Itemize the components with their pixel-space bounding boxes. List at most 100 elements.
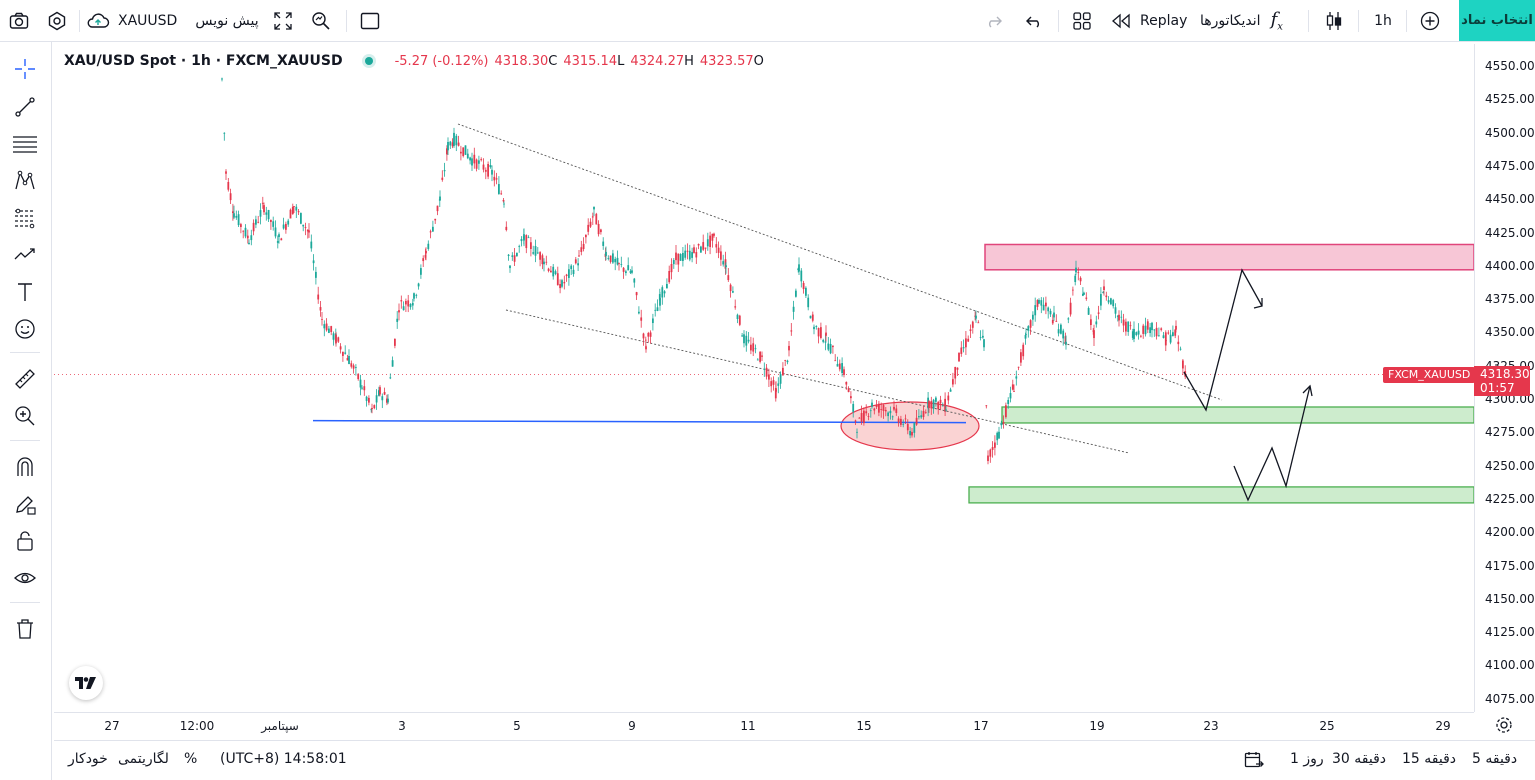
timezone-button[interactable]: (UTC+8) 14:58:01 <box>220 751 347 767</box>
candle-body <box>381 396 384 401</box>
candle-body <box>887 412 889 417</box>
candle-body <box>1009 393 1012 399</box>
candle-body <box>732 291 734 293</box>
zoom-in-icon[interactable] <box>10 401 40 431</box>
candle-body <box>688 250 691 260</box>
time-tick-label: 23 <box>1203 719 1219 733</box>
date-range-icon[interactable] <box>1244 751 1264 773</box>
candle-body <box>413 293 415 299</box>
candle-body <box>1164 332 1167 346</box>
camera-icon[interactable] <box>6 6 32 36</box>
candle-body <box>387 398 389 403</box>
text-icon[interactable] <box>10 277 40 307</box>
pattern-icon[interactable] <box>10 166 40 196</box>
interval-button[interactable]: 1h <box>1366 6 1400 36</box>
time-tick-label: 29 <box>1435 719 1451 733</box>
emoji-icon[interactable] <box>10 314 40 344</box>
candle-body <box>965 338 967 348</box>
lock-icon[interactable] <box>10 526 40 556</box>
candle-body <box>811 314 814 321</box>
candle-body <box>935 397 937 402</box>
function-icon: fx <box>1270 9 1283 33</box>
candle-body <box>346 358 349 361</box>
candle-body <box>654 309 657 311</box>
candle-body <box>495 178 498 180</box>
eye-icon[interactable] <box>10 563 40 593</box>
crosshair-icon[interactable] <box>10 54 40 84</box>
candle-body <box>532 252 535 254</box>
candle-body <box>779 374 782 384</box>
range-1d-button[interactable]: 1 روز <box>1290 751 1324 767</box>
candle-body <box>922 410 925 418</box>
candle-body <box>386 398 388 403</box>
time-tick-label: 12:00 <box>179 719 215 733</box>
candle-body <box>297 211 300 213</box>
ruler-icon[interactable] <box>10 364 40 394</box>
add-symbol-icon[interactable] <box>1416 6 1444 36</box>
candle-body <box>1175 325 1177 330</box>
candle-body <box>809 315 812 319</box>
top-toolbar: XAUUSD پیش نویس Replay اندیکاتورها fx 1h <box>0 0 1535 42</box>
redo-icon[interactable] <box>982 6 1008 36</box>
candle-body <box>860 413 863 422</box>
range-5m-button[interactable]: 5 دقیقه <box>1472 751 1518 767</box>
candle-body <box>944 398 946 412</box>
candle-body <box>947 395 950 401</box>
candle-body <box>977 322 980 324</box>
candle-body <box>777 383 780 386</box>
templates-grid-icon[interactable] <box>1068 6 1096 36</box>
candle-body <box>1097 312 1100 314</box>
pencil-lock-icon[interactable] <box>10 489 40 519</box>
candle-body <box>1172 332 1174 337</box>
candle-body <box>1102 291 1105 294</box>
candle-body <box>1118 314 1120 321</box>
candle-body <box>1011 384 1014 390</box>
time-tick-label: 19 <box>1089 719 1105 733</box>
fib-icon[interactable] <box>10 203 40 233</box>
trend-line-icon[interactable] <box>10 92 40 122</box>
auto-scale-button[interactable]: خودکار <box>68 751 108 767</box>
range-15m-button[interactable]: 15 دقیقه <box>1402 751 1457 767</box>
candle-body <box>985 405 988 407</box>
magnifier-settings-icon[interactable] <box>308 6 334 36</box>
candle-body <box>250 235 253 241</box>
channel-lower-line <box>505 309 1130 454</box>
log-scale-button[interactable]: لگاریتمی <box>118 751 169 767</box>
candle-body <box>954 366 957 379</box>
undo-icon[interactable] <box>1020 6 1046 36</box>
legend-close-key: C <box>548 53 558 69</box>
price-axis[interactable]: 4550.00 4525.00 4500.00 4475.00 4450.00 4425.… <box>1474 44 1535 712</box>
indicators-button[interactable]: اندیکاتورها fx <box>1200 6 1300 36</box>
magnet-icon[interactable] <box>10 452 40 482</box>
percent-scale-button[interactable]: % <box>184 751 198 767</box>
replay-button[interactable]: Replay <box>1110 6 1194 36</box>
candle-body <box>763 368 766 370</box>
time-axis[interactable]: 27 12:00 سپتامبر 3 5 9 11 15 17 19 23 25 29 <box>54 712 1474 740</box>
candle-body <box>1116 315 1119 317</box>
candle-body <box>507 254 510 256</box>
horizontal-lines-icon[interactable] <box>10 129 40 159</box>
candle-body <box>503 203 505 205</box>
time-tick-label: 3 <box>398 719 406 733</box>
tradingview-logo[interactable] <box>69 666 103 700</box>
layout-icon[interactable] <box>356 6 384 36</box>
candles-icon[interactable] <box>1320 6 1348 36</box>
forecast-icon[interactable] <box>10 240 40 270</box>
price-tick-label: 4500.00 <box>1485 125 1535 140</box>
settings-hex-icon[interactable] <box>44 6 70 36</box>
candle-body <box>691 252 693 258</box>
candle-body <box>682 252 684 261</box>
trash-icon[interactable] <box>10 614 40 644</box>
candle-body <box>759 351 761 362</box>
candle-body <box>775 388 777 392</box>
candle-body <box>342 351 344 356</box>
price-chart[interactable] <box>54 44 1474 712</box>
fullscreen-icon[interactable] <box>270 6 296 36</box>
price-tick-label: 4350.00 <box>1485 325 1535 340</box>
candle-body <box>379 387 381 395</box>
save-layout-button[interactable]: XAUUSD پیش نویس <box>86 6 260 36</box>
gear-icon[interactable] <box>1495 716 1515 736</box>
pick-symbol-button[interactable]: انتخاب نماد <box>1459 0 1535 41</box>
range-30m-button[interactable]: 30 دقیقه <box>1332 751 1387 767</box>
candle-body <box>928 401 930 408</box>
